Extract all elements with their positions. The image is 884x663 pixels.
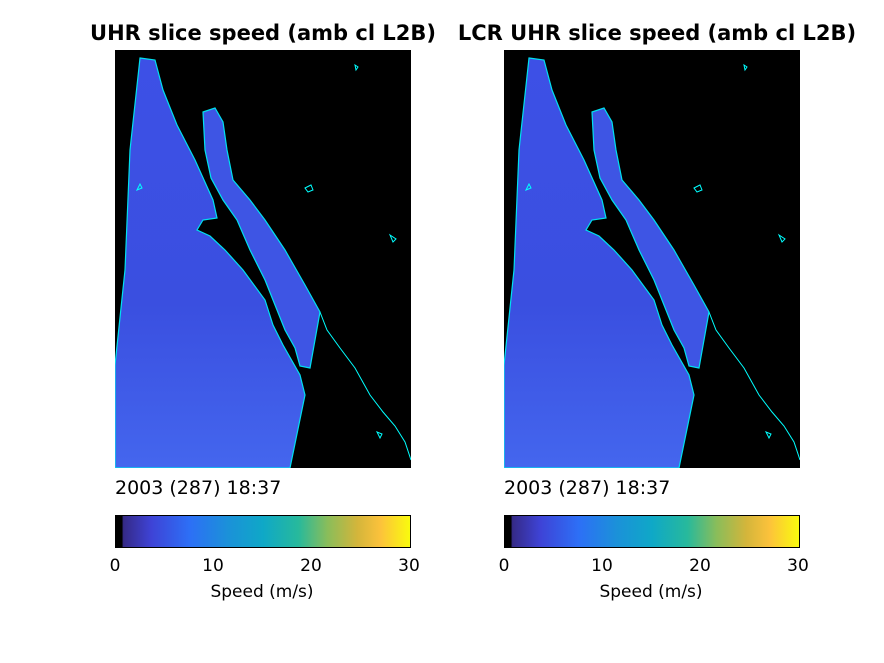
panel-1-timestamp: 2003 (287) 18:37 [115,477,282,499]
panel-1-pacific-swath [115,57,306,468]
panel-1-colorbar [115,515,411,548]
panel-1-colorbar-label: Speed (m/s) [210,582,314,602]
panel-2-tick: 30 [787,556,809,576]
panel-1-gulf-swath [202,107,321,369]
panel-1-island [354,63,359,72]
panel-1-tick: 20 [300,556,322,576]
panel-1-tick: 10 [202,556,224,576]
panel-1-colorbar-gradient [116,516,410,547]
panel-1-island [375,431,383,440]
panel-2-tick: 20 [689,556,711,576]
panel-2-pacific-swath [504,57,695,468]
panel-2-tick: 0 [498,556,510,576]
panel-1-island [388,233,397,243]
panel-2-tick: 10 [591,556,613,576]
panel-1-island [135,182,143,191]
panel-2-gulf-swath [591,107,710,369]
panel-2-colorbar-gradient [505,516,799,547]
panel-2-island [743,63,748,72]
panel-2-speed-map [504,50,800,468]
panel-2-colorbar-label: Speed (m/s) [599,582,703,602]
panel-2-island [764,431,772,440]
panel-1-speed-map [115,50,411,468]
panel-1-mainland-coast [319,311,411,461]
panel-2-timestamp: 2003 (287) 18:37 [504,477,671,499]
panel-1-tick: 30 [398,556,420,576]
panel-2-mainland-coast [708,311,800,461]
panel-2-title: LCR UHR slice speed (amb cl L2B) [457,21,857,45]
panel-1-island [304,184,314,193]
panel-2-map-svg [504,57,800,468]
panel-1-tick: 0 [109,556,121,576]
panel-2-island [777,233,786,243]
panel-1-map-svg [115,57,411,468]
panel-2-colorbar [504,515,800,548]
panel-2-island [693,184,703,193]
panel-2-island [524,182,532,191]
panel-1-title: UHR slice speed (amb cl L2B) [90,21,436,45]
